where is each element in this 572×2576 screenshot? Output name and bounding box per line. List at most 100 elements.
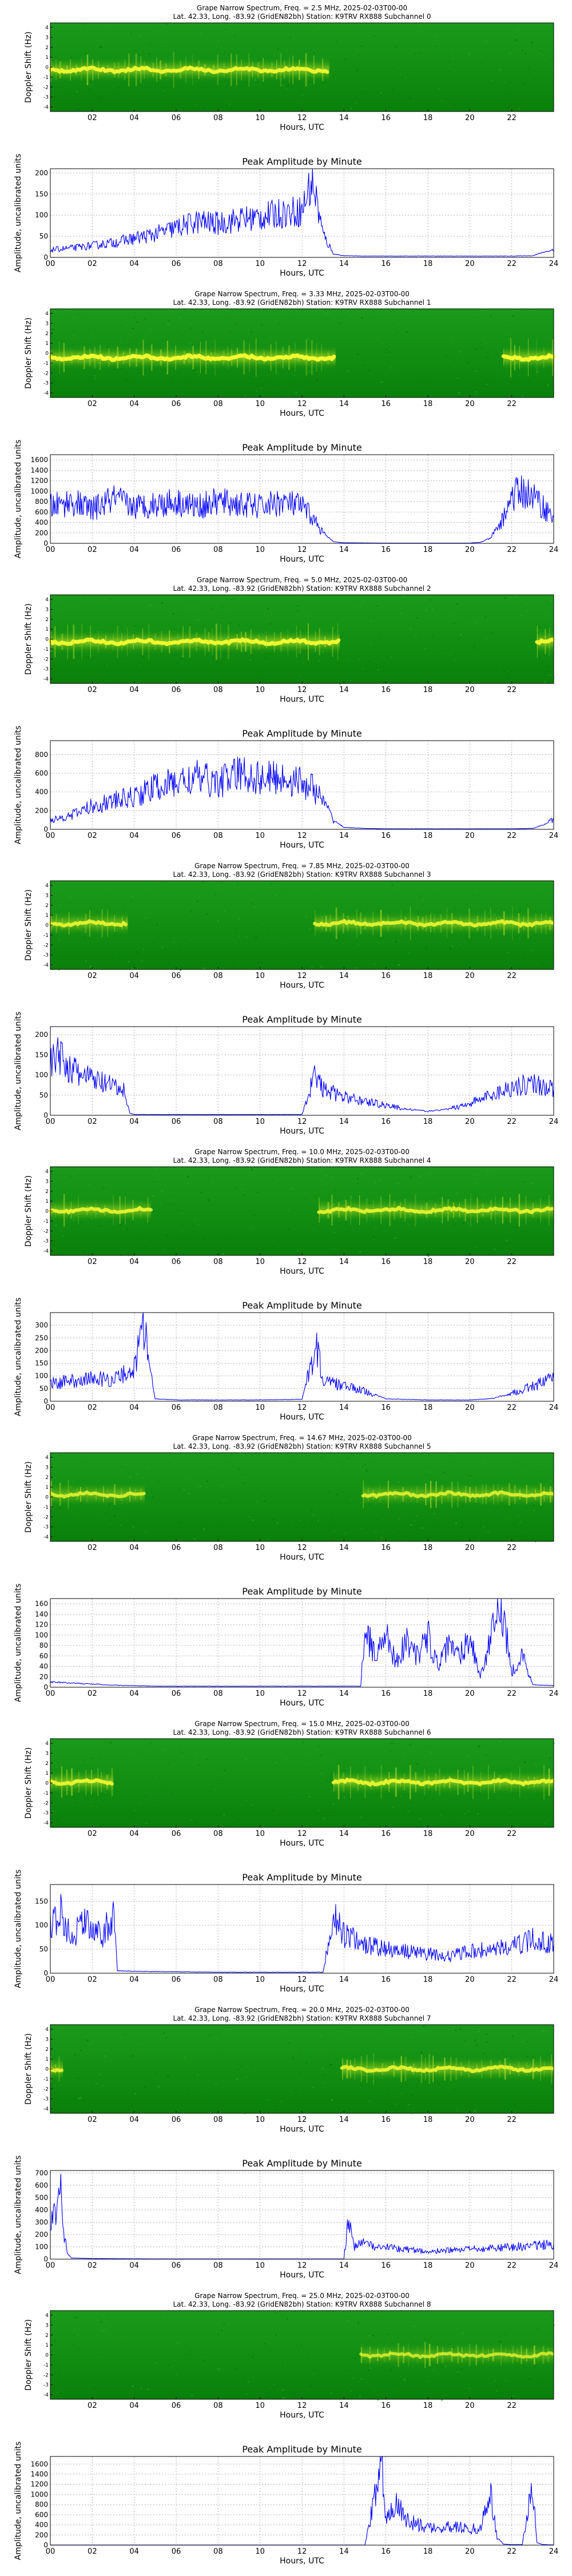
spectrogram-xtick-label: 06 (172, 1544, 181, 1552)
spectrogram-xtick-label: 20 (465, 1830, 475, 1838)
spectrogram-noise (478, 668, 479, 669)
spectrogram-noise (403, 595, 405, 597)
spectrogram-noise (131, 2104, 133, 2106)
spectrogram-noise (125, 1464, 127, 1465)
spectrogram-noise (283, 2386, 285, 2387)
spectrogram-noise (230, 1238, 232, 1240)
spectrogram-xtick-label: 18 (423, 2402, 433, 2410)
spectrogram-noise (132, 328, 134, 329)
amp-xtick-label: 12 (297, 1689, 307, 1698)
spectrogram-noise (517, 1516, 519, 1517)
spectrogram-noise (198, 1764, 200, 1766)
spectrogram-noise (277, 48, 279, 50)
spectrogram-noise (291, 1187, 293, 1190)
spectrogram-streak (160, 60, 161, 79)
spectrogram-noise (332, 1535, 334, 1537)
spectrogram-streak (114, 1484, 116, 1505)
spectrogram-noise (154, 1168, 156, 1170)
spectrogram-streak (400, 1202, 402, 1218)
spectrogram-noise (513, 315, 514, 317)
spectrogram-subtitle: Lat. 42.33, Long. -83.92 (GridEN82bh) St… (173, 13, 431, 21)
spectrogram-noise (202, 881, 204, 882)
amp-xtick-label: 12 (297, 1975, 307, 1984)
spectrogram-noise (499, 2032, 500, 2033)
spectrogram-streak (227, 625, 229, 659)
spectrogram-streak (408, 2343, 409, 2367)
spectrogram-noise (352, 959, 355, 960)
spectrogram-streak (453, 1202, 455, 1218)
spectrogram-noise (89, 965, 92, 968)
spectrogram-noise (144, 318, 146, 320)
spectrogram-noise (467, 361, 469, 364)
spectrogram-noise (77, 109, 80, 110)
spectrogram-streak (71, 351, 73, 364)
spectrogram-streak (142, 628, 144, 655)
amp-ytick-label: 800 (35, 2501, 48, 2509)
spectrogram-noise (256, 967, 257, 969)
spectrogram-noise (531, 42, 533, 43)
spectrogram-noise (545, 1821, 547, 1822)
spectrogram-noise (260, 961, 263, 963)
spectrogram-noise (344, 1796, 346, 1798)
amp-xlabel: Hours, UTC (280, 555, 324, 564)
spectrogram-noise (140, 1758, 142, 1759)
spectrogram-noise (453, 104, 455, 106)
spectrogram-xlabel: Hours, UTC (280, 981, 324, 990)
spectrogram-noise (321, 2068, 324, 2070)
spectrogram-noise (223, 1814, 225, 1816)
spectrogram-noise (207, 1199, 210, 1201)
spectrogram-title: Grape Narrow Spectrum, Freq. = 20.0 MHz,… (194, 2006, 410, 2014)
spectrogram-streak (144, 61, 145, 79)
spectrogram-subtitle: Lat. 42.33, Long. -83.92 (GridEN82bh) St… (173, 1728, 431, 1736)
spectrogram-noise (230, 332, 232, 333)
spectrogram-noise (114, 1770, 116, 1771)
spectrogram-streak (527, 908, 529, 939)
spectrogram-streak (73, 625, 75, 659)
spectrogram-xlabel: Hours, UTC (280, 123, 324, 132)
spectrogram-ytick-label: 1 (45, 627, 49, 633)
spectrogram-noise (81, 392, 84, 393)
amp-xtick-label: 22 (507, 546, 517, 554)
spectrogram-noise (455, 2029, 456, 2031)
spectrogram-subtitle: Lat. 42.33, Long. -83.92 (GridEN82bh) St… (173, 2014, 431, 2022)
spectrogram-noise (168, 1456, 170, 1457)
spectrogram-noise (239, 919, 240, 921)
amp-ytick-label: 1400 (30, 2470, 48, 2478)
amp-xtick-label: 10 (255, 1975, 265, 1984)
spectrogram-streak (411, 1487, 412, 1502)
spectrogram-noise (145, 917, 147, 919)
spectrogram-noise (80, 2097, 82, 2099)
spectrogram-noise (332, 1540, 334, 1541)
spectrogram-streak (404, 917, 407, 930)
spectrogram-noise (440, 1814, 442, 1816)
spectrogram-streak (189, 626, 191, 658)
amp-xtick-label: 04 (129, 2261, 139, 2270)
spectrogram-noise (247, 2381, 249, 2383)
spectrogram-noise (346, 658, 348, 660)
spectrogram-noise (195, 373, 197, 376)
spectrogram-streak (135, 54, 137, 86)
spectrogram-noise (54, 2085, 56, 2086)
spectrogram-noise (395, 940, 397, 943)
amp-xlabel: Hours, UTC (280, 1699, 324, 1708)
spectrogram-noise (152, 1195, 154, 1196)
spectrogram-ytick-label: 3 (45, 1751, 49, 1756)
amp-xtick-label: 24 (549, 1404, 559, 1412)
spectrogram-noise (345, 1796, 348, 1798)
spectrogram-noise (375, 1227, 377, 1229)
amp-ytick-label: 140 (35, 1610, 48, 1618)
spectrogram-streak (313, 55, 315, 85)
spectrogram-noise (402, 1812, 404, 1813)
spectrogram-noise (145, 1246, 148, 1248)
spectrogram-streak (537, 1775, 538, 1789)
spectrogram-noise (58, 2373, 61, 2374)
spectrogram-streak (96, 1488, 97, 1500)
spectrogram-xtick-label: 12 (297, 2116, 307, 2124)
spectrogram-streak (243, 340, 245, 375)
spectrogram-noise (522, 83, 525, 85)
spectrogram-noise (507, 677, 510, 678)
amp-ylabel: Amplitude, uncalibrated units (14, 154, 23, 273)
amp-ytick-label: 100 (35, 1921, 48, 1929)
spectrogram-noise (70, 326, 72, 327)
spectrogram-noise (492, 907, 494, 908)
